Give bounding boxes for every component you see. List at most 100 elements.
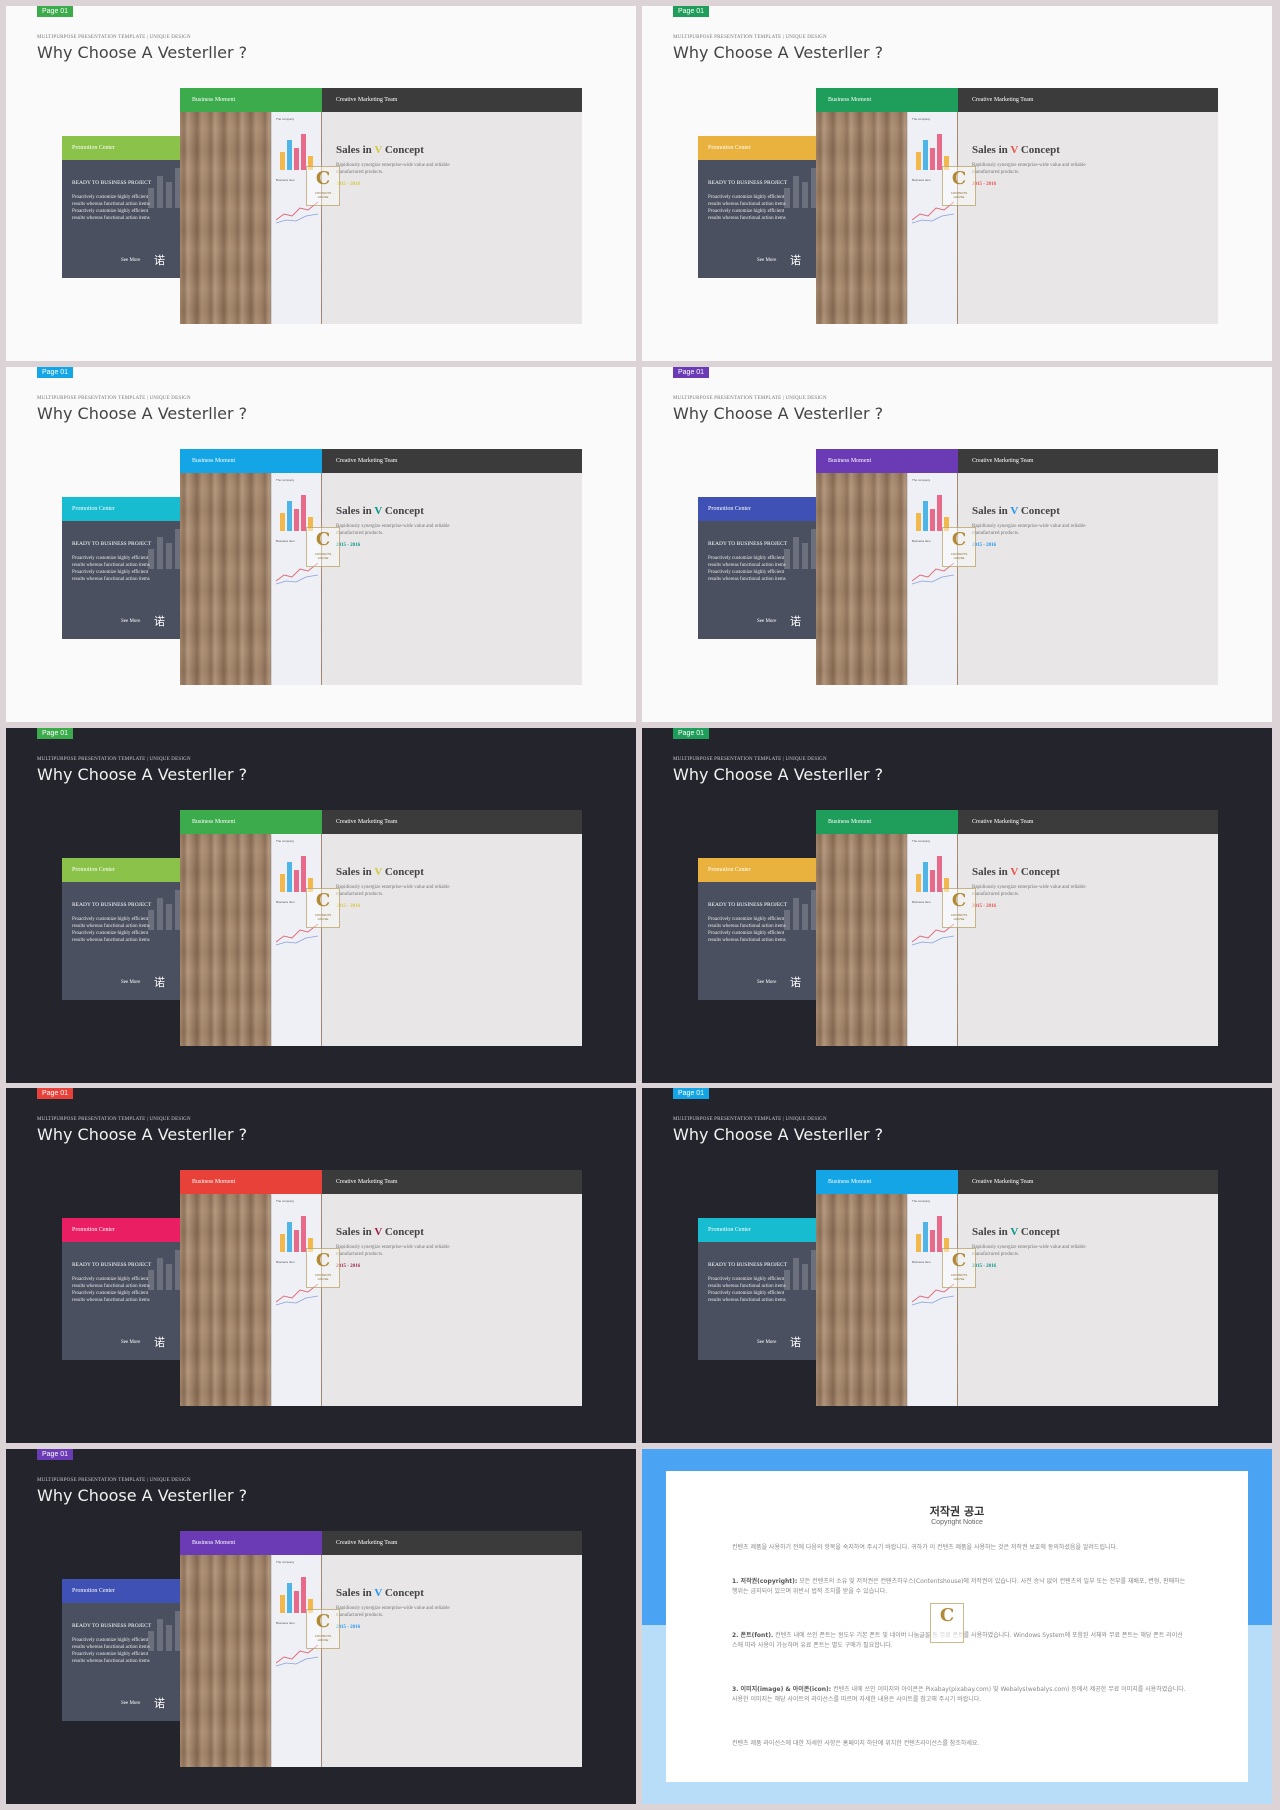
slide-title: Why Choose A Vesterller ? <box>673 1125 884 1144</box>
promotion-center-header: Promotion Center <box>698 497 816 521</box>
sales-bar-chart <box>342 926 562 1036</box>
creative-team-header: Creative Marketing Team <box>322 810 582 834</box>
sales-heading: Sales in V Concept <box>972 1226 1060 1238</box>
sales-years: 2015 - 2016 <box>336 904 361 909</box>
slide-subtitle: MULTIPURPOSE PRESENTATION TEMPLATE | UNI… <box>37 396 191 401</box>
slide-thumbnail[interactable]: Page 01 MULTIPURPOSE PRESENTATION TEMPLA… <box>6 6 636 361</box>
sales-pre: Sales in <box>336 1226 375 1238</box>
sales-v-letter: V <box>374 505 383 517</box>
promotion-box: READY TO BUSINESS PROJECT Proactively cu… <box>62 160 180 278</box>
ready-heading: READY TO BUSINESS PROJECT <box>72 902 152 908</box>
notice-font-text: 컨텐츠 내에 쓰인 폰트는 윈도우 기본 폰트 및 네이버 나눔글꼴 등 무료 … <box>732 1632 1183 1649</box>
slide-thumbnail[interactable]: Page 01 MULTIPURPOSE PRESENTATION TEMPLA… <box>642 6 1272 361</box>
decor-chart-overlay <box>148 1248 180 1290</box>
sales-pre: Sales in <box>972 1226 1011 1238</box>
paper-text-company: The company <box>276 1560 295 1564</box>
creative-team-header: Creative Marketing Team <box>958 810 1218 834</box>
logo-line-1: CONTENTS <box>314 1273 332 1277</box>
logo-line-1: CONTENTS <box>314 191 332 195</box>
slide-title: Why Choose A Vesterller ? <box>673 765 884 784</box>
body-line: Proactively customize highly efficient <box>72 556 149 561</box>
sales-post: Concept <box>1018 1226 1060 1238</box>
page-tag: Page 01 <box>37 1449 74 1460</box>
promotion-body-text: Proactively customize highly efficient r… <box>72 1637 172 1665</box>
paper-mini-chart <box>277 848 317 892</box>
sales-heading: Sales in V Concept <box>336 144 424 156</box>
handshake-icon: 诺 <box>154 1336 165 1349</box>
logo-line-2: HOUSE <box>317 1638 329 1642</box>
ready-heading: READY TO BUSINESS PROJECT <box>708 180 788 186</box>
slide-title: Why Choose A Vesterller ? <box>673 404 884 423</box>
see-more-link[interactable]: See More <box>757 980 777 985</box>
promotion-body-text: Proactively customize highly efficient r… <box>72 194 172 222</box>
sales-years: 2015 - 2016 <box>336 1264 361 1269</box>
sales-description: Rapidiously synergize enterprise-wide va… <box>336 524 450 536</box>
logo-letter: C <box>315 890 331 911</box>
slide-thumbnail[interactable]: Page 01 MULTIPURPOSE PRESENTATION TEMPLA… <box>642 728 1272 1083</box>
sales-years: 2015 - 2016 <box>972 543 997 548</box>
slide-subtitle: MULTIPURPOSE PRESENTATION TEMPLATE | UNI… <box>673 757 827 762</box>
body-line: results whereas functional action items <box>72 924 150 929</box>
handshake-icon: 诺 <box>790 976 801 989</box>
handshake-icon: 诺 <box>790 254 801 267</box>
slide-thumbnail[interactable]: Page 01 MULTIPURPOSE PRESENTATION TEMPLA… <box>6 1088 636 1443</box>
logo-line-2: HOUSE <box>953 1277 965 1281</box>
slide-title: Why Choose A Vesterller ? <box>37 1125 248 1144</box>
see-more-link[interactable]: See More <box>121 619 141 624</box>
paper-line-chart: 12345678910 <box>912 1283 954 1306</box>
slide-title: Why Choose A Vesterller ? <box>673 43 884 62</box>
see-more-link[interactable]: See More <box>121 258 141 263</box>
sales-years: 2015 - 2016 <box>972 182 997 187</box>
see-more-link[interactable]: See More <box>757 619 777 624</box>
body-line: results whereas functional action items <box>72 1284 150 1289</box>
paper-text-company: The company <box>912 1199 931 1203</box>
paper-text-item: Business Item <box>276 178 295 182</box>
promotion-center-header: Promotion Center <box>698 858 816 882</box>
slide-thumbnail[interactable]: Page 01 MULTIPURPOSE PRESENTATION TEMPLA… <box>6 1449 636 1804</box>
promotion-center-header: Promotion Center <box>62 858 180 882</box>
sales-panel: Sales in V Concept Rapidiously synergize… <box>958 1194 1218 1406</box>
see-more-link[interactable]: See More <box>121 1701 141 1706</box>
sales-v-letter: V <box>374 1587 383 1599</box>
see-more-link[interactable]: See More <box>121 1340 141 1345</box>
paper-document-image: The company Business Item 12345678910 <box>271 1194 321 1406</box>
body-line: results whereas functional action items <box>72 577 150 582</box>
slide-thumbnail[interactable]: Page 01 MULTIPURPOSE PRESENTATION TEMPLA… <box>6 728 636 1083</box>
paper-text-company: The company <box>912 478 931 482</box>
paper-line-chart: 12345678910 <box>912 562 954 585</box>
slide-thumbnail[interactable]: Page 01 MULTIPURPOSE PRESENTATION TEMPLA… <box>6 367 636 722</box>
contents-house-logo: C CONTENTS HOUSE <box>306 1609 340 1649</box>
sales-v-letter: V <box>374 1226 383 1238</box>
see-more-link[interactable]: See More <box>757 258 777 263</box>
notice-license-para: 컨텐츠 제품 라이선스에 대한 자세한 사항은 홈페이지 하단에 위치한 컨텐츠… <box>732 1740 980 1747</box>
body-line: results whereas functional action items <box>708 202 786 207</box>
sales-pre: Sales in <box>336 1587 375 1599</box>
sales-v-letter: V <box>1010 505 1019 517</box>
slide-thumbnail[interactable]: Page 01 MULTIPURPOSE PRESENTATION TEMPLA… <box>642 367 1272 722</box>
paper-mini-chart <box>913 487 953 531</box>
paper-text-company: The company <box>912 117 931 121</box>
notice-font-para: 2. 폰트(font). 컨텐츠 내에 쓰인 폰트는 윈도우 기본 폰트 및 네… <box>732 1631 1187 1651</box>
body-line: results whereas functional action items <box>72 216 150 221</box>
slide-subtitle: MULTIPURPOSE PRESENTATION TEMPLATE | UNI… <box>673 396 827 401</box>
body-line: Proactively customize highly efficient <box>708 209 785 214</box>
see-more-link[interactable]: See More <box>121 980 141 985</box>
contents-house-logo: C CONTENTS HOUSE <box>942 1248 976 1288</box>
paper-line-chart: 12345678910 <box>276 1283 318 1306</box>
notice-intro: 컨텐츠 제품을 사용하기 전에 다음의 항목을 숙지하여 주시기 바랍니다. 귀… <box>732 1544 1118 1551</box>
see-more-link[interactable]: See More <box>757 1340 777 1345</box>
slide-title: Why Choose A Vesterller ? <box>37 404 248 423</box>
handshake-icon: 诺 <box>154 976 165 989</box>
sales-description: Rapidiously synergize enterprise-wide va… <box>336 885 450 897</box>
business-moment-header: Business Moment <box>816 88 958 112</box>
sales-panel: Sales in V Concept Rapidiously synergize… <box>322 1555 582 1767</box>
sales-heading: Sales in V Concept <box>336 505 424 517</box>
logo-letter: C <box>951 890 967 911</box>
paper-line-chart: 12345678910 <box>276 201 318 224</box>
slide-thumbnail[interactable]: Page 01 MULTIPURPOSE PRESENTATION TEMPLA… <box>642 1088 1272 1443</box>
promotion-box: READY TO BUSINESS PROJECT Proactively cu… <box>62 1603 180 1721</box>
decor-chart-overlay <box>148 888 180 930</box>
paper-document-image: The company Business Item 12345678910 <box>271 112 321 324</box>
slide-title: Why Choose A Vesterller ? <box>37 43 248 62</box>
decor-chart-overlay <box>784 1248 816 1290</box>
